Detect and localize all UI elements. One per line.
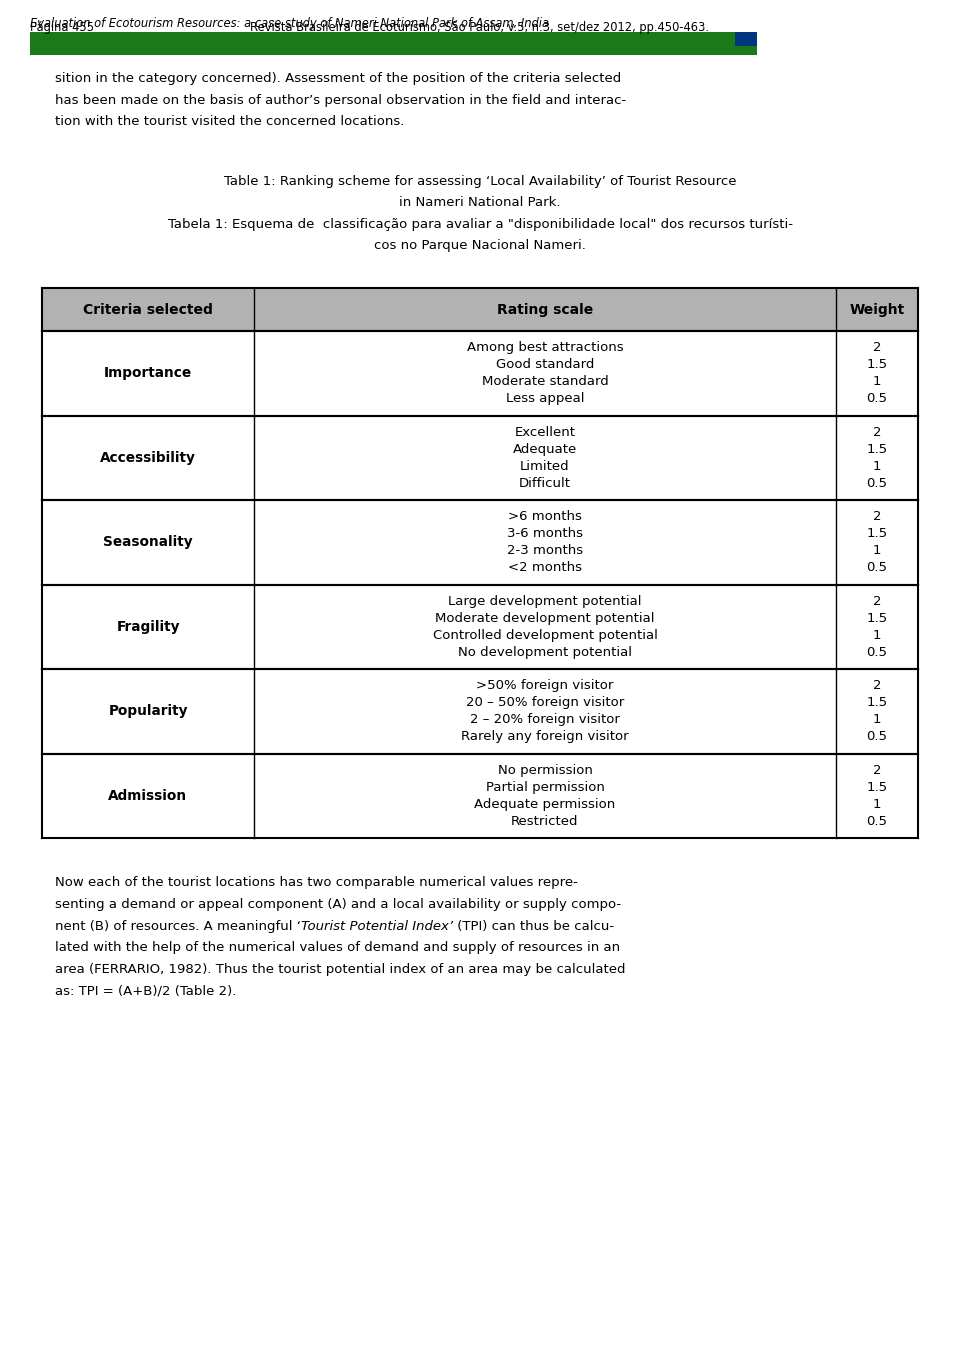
Text: 0.5: 0.5: [867, 392, 887, 405]
Text: Fragility: Fragility: [116, 620, 180, 634]
Text: <2 months: <2 months: [508, 561, 582, 573]
Text: Rating scale: Rating scale: [497, 302, 593, 317]
Text: Criteria selected: Criteria selected: [84, 302, 213, 317]
Text: Restricted: Restricted: [512, 815, 579, 827]
Text: Moderate development potential: Moderate development potential: [435, 612, 655, 624]
Text: has been made on the basis of author’s personal observation in the field and int: has been made on the basis of author’s p…: [55, 93, 626, 107]
Text: Large development potential: Large development potential: [448, 595, 641, 608]
Text: 2: 2: [873, 425, 881, 439]
Text: >50% foreign visitor: >50% foreign visitor: [476, 679, 613, 693]
Text: 1.5: 1.5: [867, 612, 888, 624]
Text: in Nameri National Park.: in Nameri National Park.: [399, 196, 561, 210]
Text: 20 – 50% foreign visitor: 20 – 50% foreign visitor: [466, 697, 624, 709]
Text: Adequate: Adequate: [513, 443, 577, 456]
Text: 2: 2: [873, 342, 881, 354]
Text: Página 455: Página 455: [30, 22, 94, 34]
Text: sition in the category concerned). Assessment of the position of the criteria se: sition in the category concerned). Asses…: [55, 71, 621, 85]
Text: 1.5: 1.5: [867, 527, 888, 541]
Text: Good standard: Good standard: [495, 358, 594, 372]
Text: Weight: Weight: [850, 302, 904, 317]
Text: lated with the help of the numerical values of demand and supply of resources in: lated with the help of the numerical val…: [55, 941, 620, 955]
Text: as: TPI = (A+B)/2 (Table 2).: as: TPI = (A+B)/2 (Table 2).: [55, 985, 236, 997]
Text: 2 – 20% foreign visitor: 2 – 20% foreign visitor: [470, 713, 620, 726]
Text: Tabela 1: Esquema de  classificação para avaliar a "disponibilidade local" dos r: Tabela 1: Esquema de classificação para …: [167, 218, 793, 230]
Text: >6 months: >6 months: [508, 510, 582, 523]
Text: Limited: Limited: [520, 460, 570, 473]
Text: 1: 1: [873, 545, 881, 557]
Text: 1: 1: [873, 628, 881, 642]
Text: Less appeal: Less appeal: [506, 392, 585, 405]
Text: 1.5: 1.5: [867, 781, 888, 794]
Text: 2: 2: [873, 679, 881, 693]
Text: Importance: Importance: [104, 366, 192, 380]
Text: 1.5: 1.5: [867, 443, 888, 456]
Text: Adequate permission: Adequate permission: [474, 797, 615, 811]
Text: Revista Brasileira de Ecoturismo, São Paulo, v.5, n.3, set/dez 2012, pp.450-463.: Revista Brasileira de Ecoturismo, São Pa…: [251, 22, 709, 34]
Text: 0.5: 0.5: [867, 646, 887, 659]
Text: 0.5: 0.5: [867, 561, 887, 573]
Text: Tourist Potential Index’: Tourist Potential Index’: [301, 919, 453, 933]
Text: nent (B) of resources. A meaningful ‘: nent (B) of resources. A meaningful ‘: [55, 919, 301, 933]
Text: Table 1: Ranking scheme for assessing ‘Local Availability’ of Tourist Resource: Table 1: Ranking scheme for assessing ‘L…: [224, 176, 736, 188]
Text: tion with the tourist visited the concerned locations.: tion with the tourist visited the concer…: [55, 115, 404, 128]
Text: Moderate standard: Moderate standard: [482, 375, 609, 388]
Text: Difficult: Difficult: [519, 476, 571, 490]
Text: Popularity: Popularity: [108, 704, 188, 719]
Text: No development potential: No development potential: [458, 646, 632, 659]
Text: 2: 2: [873, 595, 881, 608]
Text: senting a demand or appeal component (A) and a local availability or supply comp: senting a demand or appeal component (A)…: [55, 897, 621, 911]
Text: area (FERRARIO, 1982). Thus the tourist potential index of an area may be calcul: area (FERRARIO, 1982). Thus the tourist …: [55, 963, 626, 977]
Text: Partial permission: Partial permission: [486, 781, 605, 794]
Bar: [30, 32, 735, 52]
Text: (TPI) can thus be calcu-: (TPI) can thus be calcu-: [453, 919, 614, 933]
Text: 0.5: 0.5: [867, 815, 887, 827]
Bar: [735, 32, 757, 52]
Text: 0.5: 0.5: [867, 476, 887, 490]
Text: Seasonality: Seasonality: [103, 535, 193, 549]
Text: 1.5: 1.5: [867, 697, 888, 709]
Text: Controlled development potential: Controlled development potential: [433, 628, 658, 642]
Text: 1: 1: [873, 713, 881, 726]
Text: Excellent: Excellent: [515, 425, 575, 439]
Text: 1: 1: [873, 797, 881, 811]
Text: 2-3 months: 2-3 months: [507, 545, 583, 557]
Text: Among best attractions: Among best attractions: [467, 342, 623, 354]
Text: cos no Parque Nacional Nameri.: cos no Parque Nacional Nameri.: [374, 240, 586, 252]
Text: 1: 1: [873, 375, 881, 388]
Text: 2: 2: [873, 510, 881, 523]
Text: 2: 2: [873, 764, 881, 777]
Bar: [42, 288, 918, 331]
Text: Now each of the tourist locations has two comparable numerical values repre-: Now each of the tourist locations has tw…: [55, 875, 578, 889]
Text: No permission: No permission: [497, 764, 592, 777]
Text: 1.5: 1.5: [867, 358, 888, 372]
Text: Admission: Admission: [108, 789, 187, 803]
Text: Evaluation of Ecotourism Resources: a case study of Nameri National Park of Assa: Evaluation of Ecotourism Resources: a ca…: [30, 16, 549, 30]
Text: 0.5: 0.5: [867, 730, 887, 744]
Text: Accessibility: Accessibility: [100, 451, 196, 465]
Bar: [30, 45, 757, 55]
Text: 1: 1: [873, 460, 881, 473]
Text: Rarely any foreign visitor: Rarely any foreign visitor: [461, 730, 629, 744]
Text: 3-6 months: 3-6 months: [507, 527, 583, 541]
